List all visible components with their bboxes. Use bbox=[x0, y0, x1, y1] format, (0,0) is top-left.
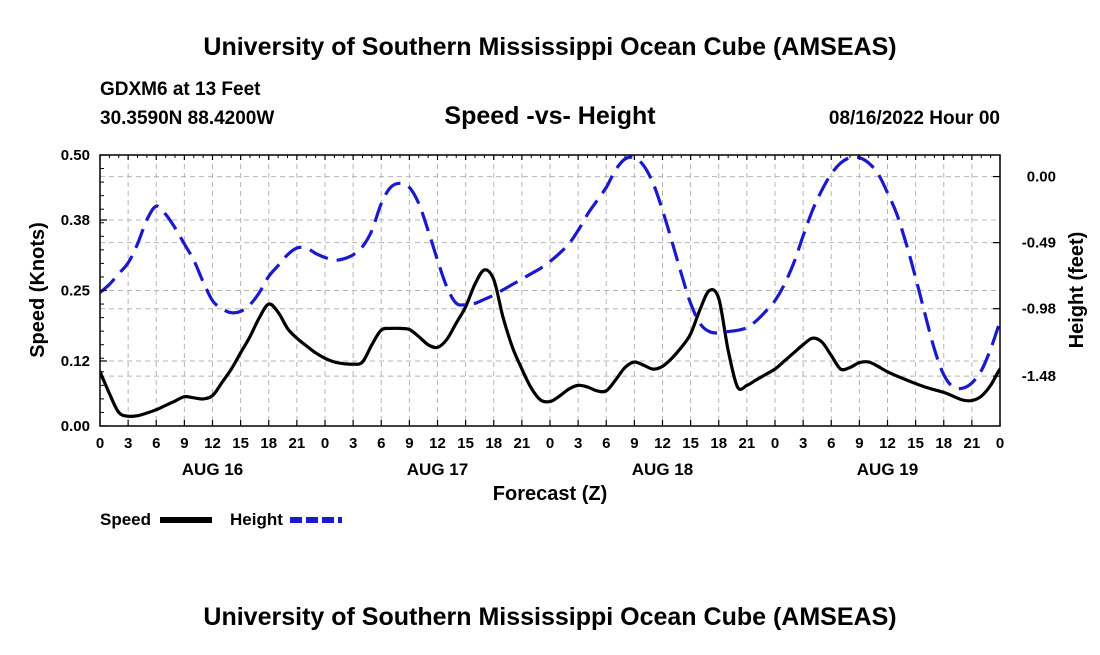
y-tick-label: 0.25 bbox=[61, 283, 90, 300]
x-tick-label: 15 bbox=[907, 435, 924, 452]
x-tick-label: 12 bbox=[879, 435, 896, 452]
x-tick-label: 15 bbox=[457, 435, 474, 452]
x-tick-label: 0 bbox=[321, 435, 329, 452]
y-tick-label: 0.38 bbox=[61, 212, 90, 229]
x-tick-label: 9 bbox=[405, 435, 413, 452]
x-tick-label: 18 bbox=[485, 435, 502, 452]
y-tick-label: 0.00 bbox=[61, 418, 90, 435]
x-tick-label: 0 bbox=[96, 435, 104, 452]
legend-height-label: Height bbox=[230, 510, 283, 529]
day-label: AUG 16 bbox=[182, 460, 243, 479]
station-label: GDXM6 at 13 Feet bbox=[100, 79, 261, 100]
x-tick-label: 15 bbox=[682, 435, 699, 452]
x-tick-label: 18 bbox=[935, 435, 952, 452]
x-tick-label: 21 bbox=[514, 435, 531, 452]
x-tick-label: 0 bbox=[996, 435, 1004, 452]
x-tick-label: 21 bbox=[289, 435, 306, 452]
x-tick-label: 3 bbox=[799, 435, 807, 452]
series-layer bbox=[100, 155, 1000, 419]
x-tick-label: 9 bbox=[180, 435, 188, 452]
x-tick-label: 12 bbox=[429, 435, 446, 452]
x-axis-title: Forecast (Z) bbox=[493, 483, 607, 505]
y2-tick-label: -0.49 bbox=[1022, 235, 1056, 252]
day-label: AUG 17 bbox=[407, 460, 468, 479]
footer-title: University of Southern Mississippi Ocean… bbox=[203, 603, 896, 631]
y-tick-label: 0.50 bbox=[61, 147, 90, 164]
day-label: AUG 19 bbox=[857, 460, 918, 479]
plot-frame bbox=[99, 154, 1001, 427]
x-tick-label: 9 bbox=[855, 435, 863, 452]
x-tick-label: 21 bbox=[739, 435, 756, 452]
x-tick-label: 6 bbox=[152, 435, 160, 452]
axis-ticks: 0 3 6 9 12 15 18 21 0 3 6 9 12 15 18 21 0 3 6 9 12 15 18 21 0 3 6 9… bbox=[61, 147, 1056, 479]
x-tick-label: 0 bbox=[771, 435, 779, 452]
datetime-label: 08/16/2022 Hour 00 bbox=[829, 108, 1000, 129]
x-tick-label: 3 bbox=[574, 435, 582, 452]
location-label: 30.3590N 88.4200W bbox=[100, 108, 274, 129]
y2-tick-label: -0.98 bbox=[1022, 301, 1056, 318]
x-tick-label: 9 bbox=[630, 435, 638, 452]
legend-speed-label: Speed bbox=[100, 510, 151, 529]
y2-tick-label: -1.48 bbox=[1022, 368, 1056, 385]
chart-subtitle: Speed -vs- Height bbox=[444, 102, 656, 130]
day-label: AUG 18 bbox=[632, 460, 693, 479]
x-tick-label: 18 bbox=[260, 435, 277, 452]
x-tick-label: 6 bbox=[827, 435, 835, 452]
x-tick-label: 3 bbox=[124, 435, 132, 452]
y-tick-label: 0.12 bbox=[61, 353, 90, 370]
x-tick-label: 6 bbox=[602, 435, 610, 452]
main-title: University of Southern Mississippi Ocean… bbox=[203, 33, 896, 61]
x-tick-label: 3 bbox=[349, 435, 357, 452]
grid-lines bbox=[100, 155, 1000, 426]
x-tick-label: 6 bbox=[377, 435, 385, 452]
series-line-height bbox=[100, 155, 1000, 391]
x-tick-label: 15 bbox=[232, 435, 249, 452]
x-tick-label: 18 bbox=[710, 435, 727, 452]
y-axis-title: Speed (Knots) bbox=[27, 222, 49, 358]
x-tick-label: 21 bbox=[964, 435, 981, 452]
x-tick-label: 0 bbox=[546, 435, 554, 452]
series-line-speed bbox=[100, 268, 1000, 419]
y2-tick-label: 0.00 bbox=[1027, 169, 1056, 186]
y2-axis-title: Height (feet) bbox=[1066, 232, 1088, 349]
x-tick-label: 12 bbox=[654, 435, 671, 452]
x-tick-label: 12 bbox=[204, 435, 221, 452]
